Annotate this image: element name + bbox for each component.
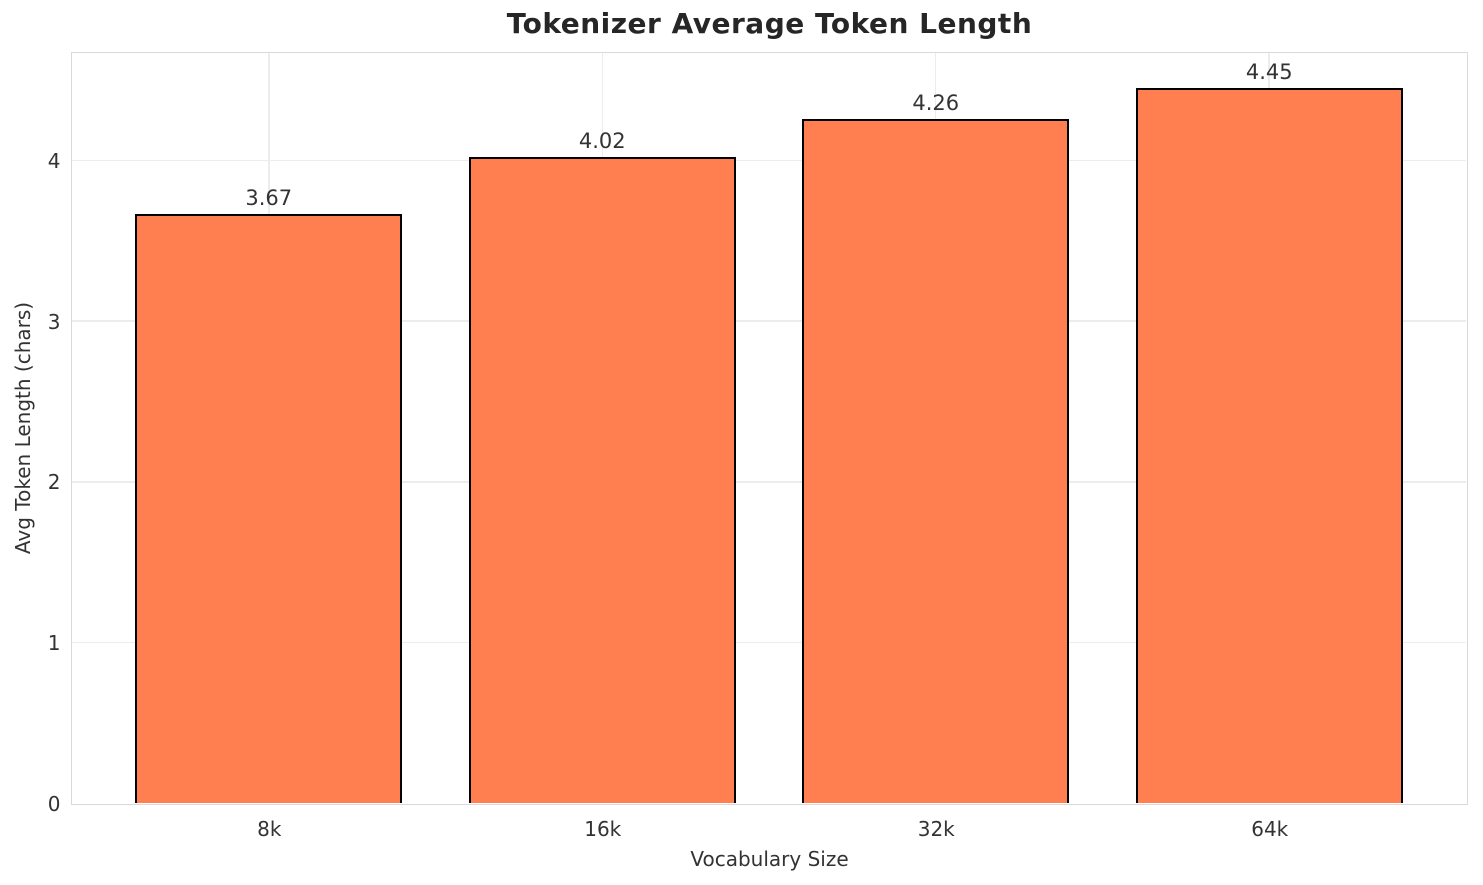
gridline-h xyxy=(72,159,1466,162)
x-axis-label: Vocabulary Size xyxy=(690,847,849,871)
gridline-h xyxy=(72,481,1466,483)
x-tick-label: 32k xyxy=(917,817,955,841)
x-tick-label: 64k xyxy=(1251,817,1289,841)
y-tick-label: 0 xyxy=(47,791,61,816)
bar xyxy=(802,118,1070,803)
x-tick-label: 8k xyxy=(257,817,282,841)
y-tick-label: 4 xyxy=(47,149,61,174)
y-tick-label: 1 xyxy=(47,630,61,655)
gridline-h xyxy=(72,641,1466,644)
bar-value-label: 4.02 xyxy=(578,129,626,154)
chart-title: Tokenizer Average Token Length xyxy=(506,7,1033,40)
bar xyxy=(468,157,736,803)
plot-area: 3.67 4.02 4.26 4.45 xyxy=(71,52,1468,805)
bar-value-label: 4.26 xyxy=(912,90,960,115)
bar xyxy=(135,213,403,803)
y-tick-label: 2 xyxy=(47,470,61,495)
bar xyxy=(1135,88,1403,803)
bar-value-label: 4.45 xyxy=(1245,60,1293,85)
y-tick-label: 3 xyxy=(47,309,61,334)
bar-value-label: 3.67 xyxy=(245,185,293,210)
y-axis-label: Avg Token Length (chars) xyxy=(11,301,35,555)
gridline-h xyxy=(72,320,1466,322)
x-tick-label: 16k xyxy=(584,817,622,841)
